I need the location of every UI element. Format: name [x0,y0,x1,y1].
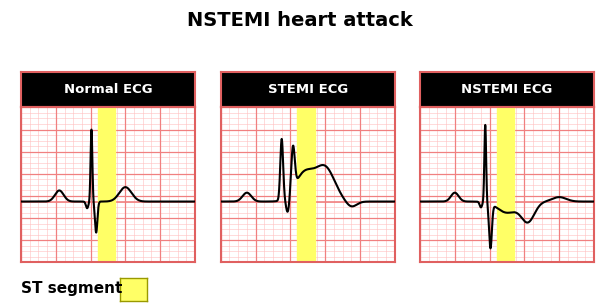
Bar [298,107,315,262]
Text: Normal ECG: Normal ECG [64,83,152,96]
Text: STEMI ECG: STEMI ECG [268,83,348,96]
Text: NSTEMI heart attack: NSTEMI heart attack [187,11,413,30]
Bar [98,107,115,262]
Bar [497,107,514,262]
Text: NSTEMI ECG: NSTEMI ECG [461,83,553,96]
Text: ST segment: ST segment [21,281,122,296]
